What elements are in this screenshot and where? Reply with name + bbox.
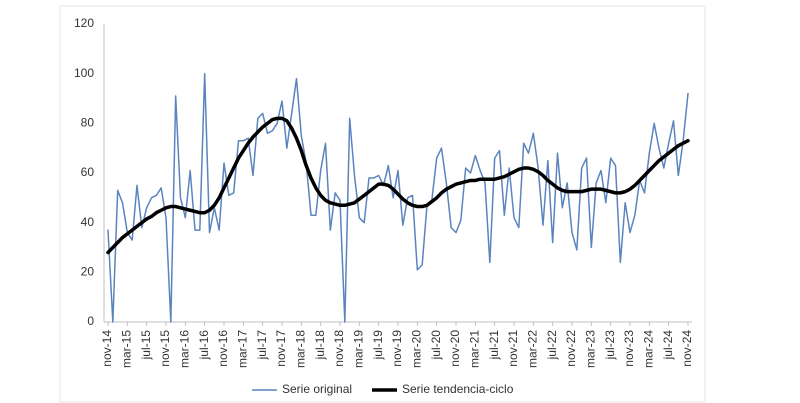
x-tick-label: nov-20 xyxy=(448,330,462,367)
x-tick-label: jul-18 xyxy=(313,330,327,361)
x-tick-label: nov-17 xyxy=(274,330,288,367)
x-tick-label: jul-17 xyxy=(255,330,269,361)
x-tick-label: nov-14 xyxy=(100,330,114,367)
x-tick-label: jul-20 xyxy=(429,330,443,361)
x-tick-label: nov-16 xyxy=(216,330,230,367)
x-tick-label: mar-18 xyxy=(294,330,308,368)
x-tick-label: mar-24 xyxy=(642,330,656,368)
x-tick-label: nov-22 xyxy=(564,330,578,367)
y-tick-label: 0 xyxy=(87,314,94,328)
x-tick-label: jul-15 xyxy=(139,330,153,361)
x-tick-label: jul-22 xyxy=(545,330,559,361)
x-tick-label: mar-15 xyxy=(120,330,134,368)
x-tick-label: mar-16 xyxy=(178,330,192,368)
x-tick-label: nov-19 xyxy=(390,330,404,367)
y-tick-label: 120 xyxy=(74,16,94,30)
y-tick-label: 80 xyxy=(81,116,95,130)
x-tick-label: jul-23 xyxy=(603,330,617,361)
legend-label: Serie original xyxy=(282,382,352,396)
legend-label: Serie tendencia-ciclo xyxy=(402,382,514,396)
series-line xyxy=(107,72,689,323)
x-tick-label: mar-23 xyxy=(584,330,598,368)
x-tick-label: nov-24 xyxy=(680,330,694,367)
y-tick-label: 20 xyxy=(81,265,95,279)
x-tick-label: jul-19 xyxy=(371,330,385,361)
x-tick-label: jul-16 xyxy=(197,330,211,361)
x-tick-label: mar-21 xyxy=(468,330,482,368)
x-tick-label: nov-15 xyxy=(158,330,172,367)
x-tick-label: mar-20 xyxy=(410,330,424,368)
x-tick-label: nov-23 xyxy=(622,330,636,367)
x-tick-label: nov-18 xyxy=(332,330,346,367)
y-tick-label: 40 xyxy=(81,215,95,229)
series-line xyxy=(106,116,690,255)
x-tick-label: nov-21 xyxy=(506,330,520,367)
y-tick-label: 60 xyxy=(81,165,95,179)
x-tick-label: jul-21 xyxy=(487,330,501,361)
chart-frame xyxy=(59,5,706,403)
x-tick-label: mar-17 xyxy=(236,330,250,368)
x-tick-label: mar-22 xyxy=(526,330,540,368)
x-tick-label: jul-24 xyxy=(661,330,675,361)
y-tick-label: 100 xyxy=(74,66,94,80)
x-tick-label: mar-19 xyxy=(352,330,366,368)
